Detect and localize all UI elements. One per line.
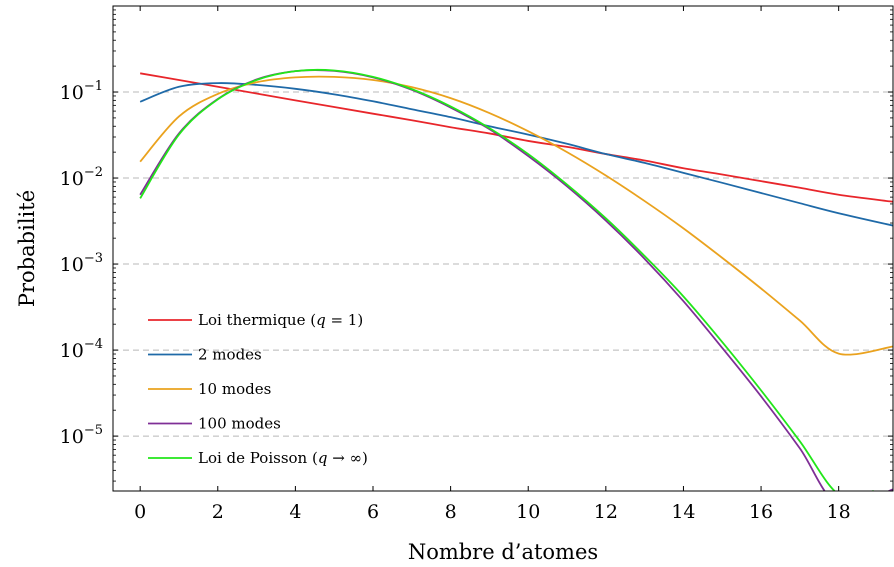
legend-label-main: 10 modes [198, 380, 271, 398]
legend-label-variable: q [318, 449, 328, 467]
legend-label-operator: = 1) [326, 311, 364, 329]
y-tick-base: 10 [60, 168, 84, 190]
legend-label-main: 100 modes [198, 415, 281, 433]
x-tick-label: 4 [289, 501, 301, 523]
legend-label-main: Loi thermique ( [198, 311, 316, 329]
legend-label: Loi de Poisson (q → ∞) [198, 449, 368, 467]
legend-item: 2 modes [148, 346, 262, 364]
x-tick-label: 10 [516, 501, 540, 523]
x-tick-label: 8 [445, 501, 457, 523]
series-line-3 [139, 69, 893, 491]
legend-label: 10 modes [198, 380, 271, 398]
x-tick-label: 18 [827, 501, 851, 523]
y-tick-base: 10 [60, 254, 84, 276]
legend-item: 10 modes [148, 380, 271, 398]
axis-ticks [113, 6, 893, 491]
legend-label: 100 modes [198, 415, 281, 433]
y-tick-labels: 10−110−210−310−410−5 [60, 79, 103, 448]
y-tick-base: 10 [60, 82, 84, 104]
series-line-0 [140, 72, 893, 203]
y-tick-label: 10−4 [60, 337, 103, 362]
y-tick-exponent: −5 [84, 423, 103, 438]
x-axis-label: Nombre d’atomes [408, 540, 598, 564]
x-tick-label: 12 [594, 501, 618, 523]
x-tick-labels: 0 2 4 6 8 10 12 14 16 18 [134, 501, 851, 523]
legend-label-variable: q [316, 311, 326, 329]
legend-item: Loi de Poisson (q → ∞) [148, 449, 368, 467]
x-tick-label: 16 [749, 501, 773, 523]
legend-label: 2 modes [198, 346, 262, 364]
legend-item: 100 modes [148, 415, 281, 433]
plot-frame [112, 5, 894, 492]
legend-label-main: Loi de Poisson ( [198, 449, 318, 467]
series-line-4 [139, 68, 874, 491]
y-tick-label: 10−5 [60, 423, 103, 448]
grid-lines [113, 91, 893, 437]
data-series [139, 68, 893, 491]
y-tick-label: 10−3 [60, 251, 103, 276]
x-tick-label: 2 [212, 501, 224, 523]
series-line-2 [139, 75, 893, 356]
y-tick-label: 10−2 [60, 165, 103, 190]
x-tick-label: 14 [671, 501, 695, 523]
y-axis-label: Probabilité [15, 190, 39, 307]
series-line-1 [139, 82, 893, 227]
x-tick-label: 0 [134, 501, 146, 523]
y-tick-base: 10 [60, 340, 84, 362]
y-tick-label: 10−1 [60, 79, 103, 104]
legend-item: Loi thermique (q = 1) [148, 311, 363, 329]
y-tick-exponent: −1 [84, 79, 103, 94]
y-tick-exponent: −4 [84, 337, 103, 352]
x-tick-label: 6 [367, 501, 379, 523]
legend-label-main: 2 modes [198, 346, 262, 364]
legend-label: Loi thermique (q = 1) [198, 311, 363, 329]
y-tick-exponent: −2 [84, 165, 103, 180]
y-tick-exponent: −3 [84, 251, 103, 266]
y-tick-base: 10 [60, 426, 84, 448]
legend-label-operator: → ∞) [327, 449, 367, 467]
